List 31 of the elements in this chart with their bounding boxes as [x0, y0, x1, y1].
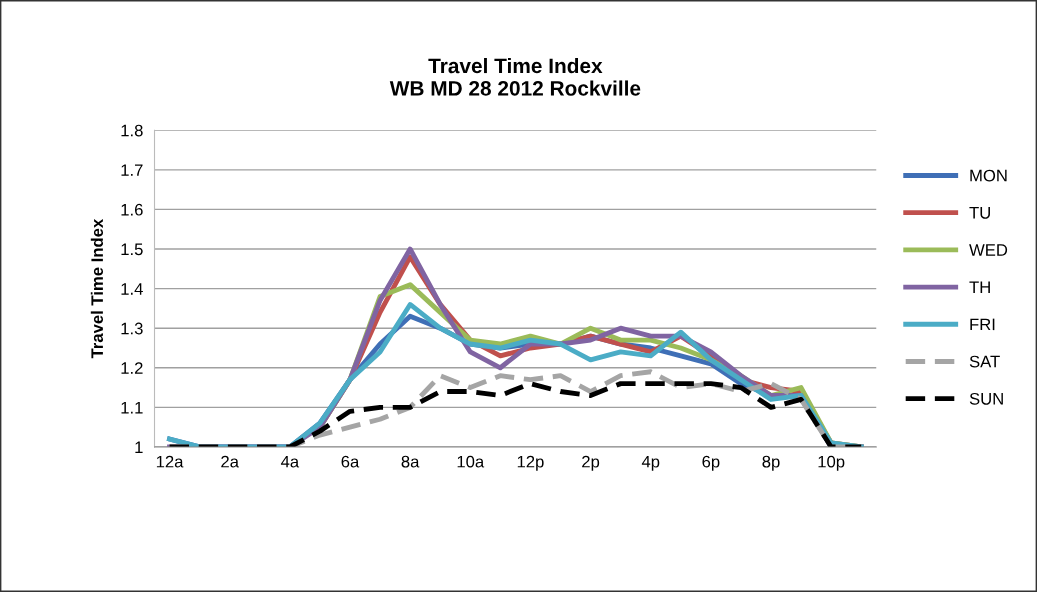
y-tick-label: 1.7	[121, 164, 143, 176]
y-tick-label: 1.3	[121, 322, 143, 335]
y-tick-label: 1.1	[121, 401, 143, 414]
legend-label: WED	[969, 244, 1008, 256]
legend-label: TH	[969, 281, 990, 293]
x-tick-label: 12a	[156, 455, 184, 468]
x-tick-label: 4a	[280, 455, 300, 468]
x-tick-label: 2a	[221, 455, 239, 468]
x-tick-label: 4p	[641, 455, 660, 471]
x-tick-label: 10a	[457, 455, 485, 468]
y-axis-title: Travel Time Index	[90, 218, 104, 359]
x-tick-label: 6p	[702, 455, 720, 471]
legend-label: FRI	[970, 318, 995, 331]
y-tick-label: 1.2	[121, 362, 143, 374]
x-tick-label: 6a	[341, 455, 360, 468]
y-tick-label: 1	[135, 441, 143, 453]
x-tick-label: 10p	[818, 455, 845, 471]
y-tick-label: 1.8	[121, 124, 143, 137]
chart-title: Travel Time Index WB MD 28 2012 Rockville	[389, 57, 641, 96]
legend-label: SAT	[969, 355, 1000, 368]
x-tick-label: 8p	[762, 455, 780, 471]
y-tick-label: 1.5	[121, 243, 143, 256]
line-series	[167, 381, 864, 447]
legend-label: MON	[970, 169, 1007, 182]
legend-label: SUN	[969, 392, 1003, 405]
x-tick-label: 12p	[517, 455, 544, 471]
y-tick-label: 1.4	[121, 283, 143, 295]
x-tick-label: 2p	[582, 455, 600, 471]
x-tick-label: 8a	[401, 455, 420, 468]
y-tick-label: 1.6	[121, 203, 143, 216]
legend-label: TU	[969, 207, 990, 219]
